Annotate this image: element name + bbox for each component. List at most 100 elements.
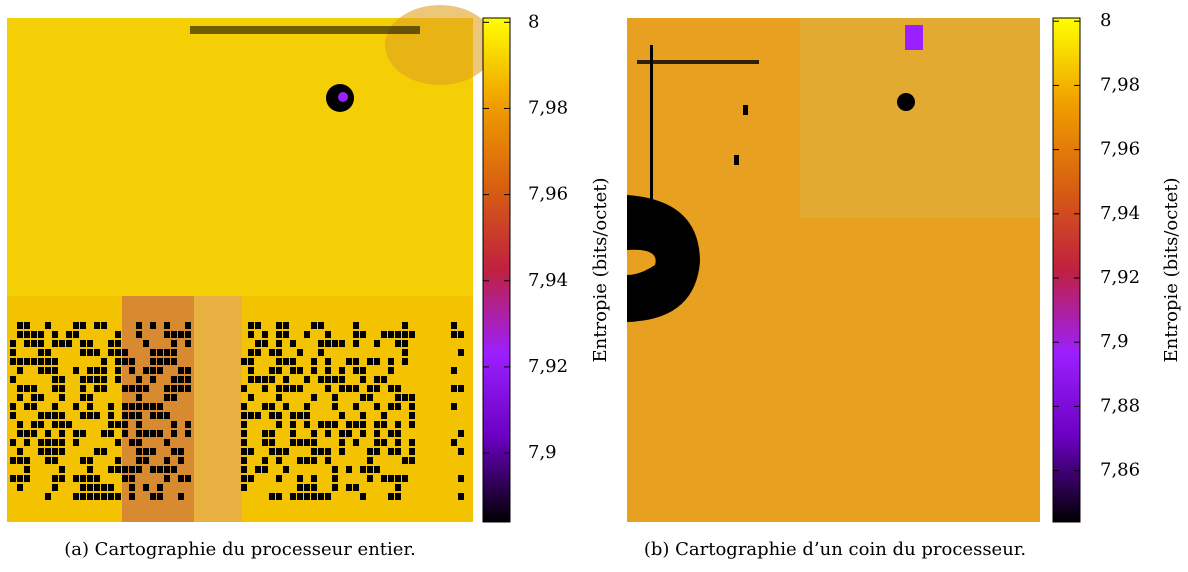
heatmap-cell [17,322,23,329]
heatmap-cell [24,439,30,446]
colorbar-tick-label: 8 [528,11,539,32]
heatmap-cell [283,403,289,410]
heatmap-cell [332,394,338,401]
heatmap-cell [101,430,107,437]
heatmap-cell [367,475,373,482]
heatmap-cell [304,484,310,491]
heatmap-cell [17,421,23,428]
heatmap-cell [59,394,65,401]
heatmap-cell [269,448,275,455]
heatmap-cell [52,439,58,446]
heatmap-cell [374,376,380,383]
heatmap-cell [150,412,156,419]
heatmap-cell [150,367,156,374]
heatmap-cell [66,421,72,428]
heatmap-cell [122,385,128,392]
heatmap-cell [304,331,310,338]
heatmap-cell [395,430,401,437]
heatmap-cell [241,439,247,446]
heatmap-cell [290,430,296,437]
heatmap-cell [402,358,408,365]
heatmap-cell [325,457,331,464]
heatmap-cell [381,421,387,428]
heatmap-cell [17,394,23,401]
heatmap-cell [339,385,345,392]
heatmap-cell [157,349,163,356]
heatmap-cell [325,493,331,500]
heatmap-cell [388,358,394,365]
heatmap-cell [17,331,23,338]
heatmap-cell [325,358,331,365]
colorbar-tick-label: 7,88 [1100,395,1140,416]
heatmap-cell [241,430,247,437]
heatmap-cell [80,376,86,383]
colorbar-tick-label: 7,96 [528,184,568,205]
heatmap-cell [52,331,58,338]
heatmap-cell [87,484,93,491]
heatmap-cell [45,349,51,356]
heatmap-cell [241,358,247,365]
heatmap-cell [171,421,177,428]
heatmap-cell [360,421,366,428]
heatmap-cell [129,475,135,482]
heatmap-cell [290,439,296,446]
heatmap-cell [374,448,380,455]
heatmap-cell [409,457,415,464]
heatmap-cell [269,376,275,383]
heatmap-cell [52,457,58,464]
heatmap-cell [346,484,352,491]
heatmap-cell [17,430,23,437]
heatmap-cell [381,376,387,383]
heatmap-cell [171,349,177,356]
heatmap-cell [458,349,464,356]
heatmap-cell [241,448,247,455]
heatmap-cell [241,385,247,392]
heatmap-cell [108,421,114,428]
heatmap-cell [52,448,58,455]
heatmap-cell [255,466,261,473]
heatmap-cell [66,331,72,338]
heatmap-cell [297,484,303,491]
heatmap-cell [94,349,100,356]
heatmap-cell [108,430,114,437]
heatmap-cell [143,403,149,410]
heatmap-cell [381,475,387,482]
heatmap-cell [451,367,457,374]
heatmap-cell [143,385,149,392]
heatmap-cell [276,412,282,419]
heatmap-cell [451,403,457,410]
heatmap-cell [185,367,191,374]
heatmap-cell [269,367,275,374]
heatmap-cell [17,484,23,491]
heatmap-cell [290,340,296,347]
heatmap-cell [136,376,142,383]
heatmap-cell [339,430,345,437]
heatmap-cell [108,340,114,347]
heatmap-cell [374,385,380,392]
heatmap-cell [24,466,30,473]
heatmap-cell [150,430,156,437]
heatmap-cell [332,376,338,383]
heatmap-cell [409,448,415,455]
heatmap-cell [73,331,79,338]
heatmap-cell [157,403,163,410]
heatmap-cell [24,457,30,464]
heatmap-cell [52,475,58,482]
heatmap-cell [59,475,65,482]
heatmap-cell [304,376,310,383]
heatmap-cell [241,484,247,491]
heatmap-cell [367,358,373,365]
heatmap-cell [129,385,135,392]
heatmap-cell [136,448,142,455]
heatmap-cell [318,322,324,329]
colorbar-label: Entropie (bits/octet) [1161,178,1182,363]
heatmap-cell [38,448,44,455]
heatmap-cell [178,367,184,374]
heatmap-cell [73,475,79,482]
heatmap-cell [94,385,100,392]
heatmap-cell [241,421,247,428]
heatmap-cell [171,340,177,347]
heatmap-cell [311,439,317,446]
heatmap-cell [136,385,142,392]
heatmap-cell [451,322,457,329]
